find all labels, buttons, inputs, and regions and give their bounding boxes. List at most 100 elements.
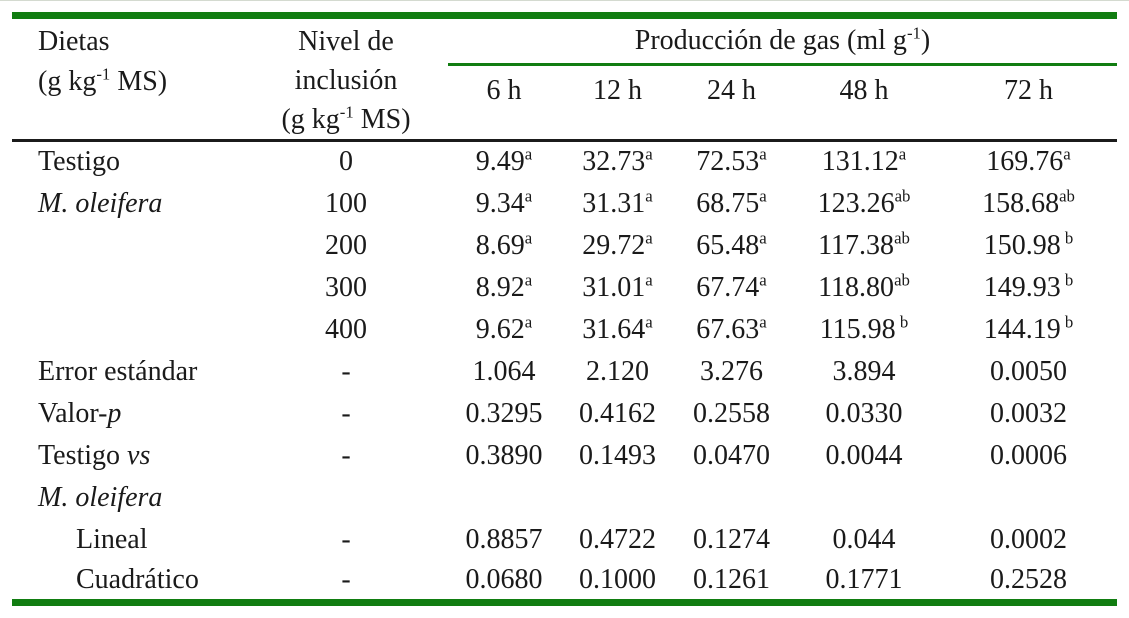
value-cell-48h: 115.98 b — [819, 312, 909, 345]
header-row-top: Dietas (g kg-1 MS) Nivel de inclusión (g… — [12, 15, 1118, 142]
value-cell-72h: 0.0050 — [990, 355, 1067, 387]
value-cell-12h: 2.120 — [586, 355, 649, 387]
header-row-hours: 6 h 12 h 24 h 48 h 72 h — [12, 64, 1118, 143]
value-cell-12h: 31.31a — [582, 186, 653, 219]
inclusion-level-cell: - — [341, 563, 351, 595]
value-cell-24h: 3.276 — [700, 355, 763, 387]
value-cell-72h — [940, 477, 1117, 519]
value-cell-72h: 0.0002 — [990, 523, 1067, 555]
value-cell-48h: 3.894 — [832, 355, 896, 387]
nivel-units: (g kg-1 MS) — [281, 102, 411, 135]
value-cell-12h: 29.72a — [582, 228, 653, 261]
value-cell-6h: 9.49a — [475, 144, 533, 178]
row-label-cell: M. oleifera — [38, 481, 163, 513]
col-header-48h: 48 h — [788, 64, 940, 143]
value-cell-24h: 65.48a — [696, 228, 767, 261]
table-row: M. oleifera — [12, 477, 1117, 519]
col-header-nivel-inclusion: Nivel de inclusión (g kg-1 MS) — [244, 15, 448, 142]
col-header-gas-production: Producción de gas (ml g-1) — [448, 15, 1118, 66]
value-cell-72h: 0.0032 — [990, 397, 1067, 429]
nivel-title-line1: Nivel de — [298, 26, 394, 57]
value-cell-72h: 144.19 b — [983, 312, 1074, 345]
value-cell-24h: 68.75a — [696, 186, 767, 219]
value-cell-48h: 118.80ab — [818, 270, 910, 303]
table-row: Testigo 0 9.49a 32.73a 72.53a 131.12a 169.76a — [12, 141, 1117, 183]
table-row: Cuadrático - 0.0680 0.1000 0.1261 0.1771 0.252… — [12, 561, 1117, 603]
value-cell-24h — [675, 477, 788, 519]
value-cell-6h: 1.064 — [472, 355, 536, 387]
value-cell-6h: 0.0680 — [465, 563, 543, 595]
value-cell-24h: 0.1274 — [693, 523, 770, 555]
table-row: Testigo vs - 0.3890 0.1493 0.0470 0.0044 0.000… — [12, 435, 1117, 477]
inclusion-level-cell: 0 — [339, 146, 353, 178]
value-cell-6h: 0.8857 — [465, 523, 543, 555]
value-cell-24h: 0.2558 — [693, 397, 770, 429]
table-header: Dietas (g kg-1 MS) Nivel de inclusión (g… — [12, 15, 1118, 143]
row-label-cell: Lineal — [76, 523, 148, 555]
row-label-cell: Valor-p — [38, 397, 122, 429]
table-body: Testigo 0 9.49a 32.73a 72.53a 131.12a 169.76a M… — [12, 141, 1117, 603]
row-label-cell: Testigo vs — [38, 439, 151, 471]
value-cell-72h: 0.2528 — [990, 563, 1067, 595]
table-row: 300 8.92a 31.01a 67.74a 118.80ab 149.93 b — [12, 267, 1117, 309]
inclusion-level-cell: - — [341, 397, 351, 429]
value-cell-12h: 0.1493 — [579, 439, 656, 471]
value-cell-12h: 32.73a — [582, 144, 653, 178]
table-row: 200 8.69a 29.72a 65.48a 117.38ab 150.98 b — [12, 225, 1117, 267]
inclusion-level-cell: 100 — [325, 187, 367, 219]
row-label-cell — [12, 267, 244, 309]
value-cell-6h — [448, 477, 560, 519]
value-cell-72h: 149.93 b — [983, 270, 1074, 303]
table-row: M. oleifera 100 9.34a 31.31a 68.75a 123.26ab 1… — [12, 183, 1117, 225]
col-header-6h: 6 h — [448, 64, 560, 143]
value-cell-6h: 9.62a — [475, 312, 533, 345]
value-cell-48h: 0.044 — [832, 523, 896, 555]
dietas-units: (g kg-1 MS) — [38, 64, 168, 97]
value-cell-6h: 0.3890 — [465, 439, 543, 471]
value-cell-72h: 158.68ab — [982, 186, 1075, 219]
value-cell-24h: 0.0470 — [693, 439, 770, 471]
value-cell-12h — [560, 477, 675, 519]
value-cell-48h: 131.12a — [821, 144, 907, 178]
value-cell-24h: 72.53a — [696, 144, 767, 178]
inclusion-level-cell: - — [341, 355, 351, 387]
row-label-cell — [12, 225, 244, 267]
inclusion-level-cell: 400 — [325, 313, 367, 345]
value-cell-48h: 0.1771 — [825, 563, 903, 595]
table-row: Lineal - 0.8857 0.4722 0.1274 0.044 0.0002 — [12, 519, 1117, 561]
inclusion-level-cell: - — [341, 439, 351, 471]
value-cell-48h: 123.26ab — [817, 186, 911, 219]
value-cell-48h — [788, 477, 940, 519]
table-row: Valor-p - 0.3295 0.4162 0.2558 0.0330 0.0032 — [12, 393, 1117, 435]
col-header-24h: 24 h — [675, 64, 788, 143]
gas-production-table: Dietas (g kg-1 MS) Nivel de inclusión (g… — [12, 12, 1118, 606]
value-cell-72h: 0.0006 — [990, 439, 1067, 471]
value-cell-48h: 117.38ab — [818, 228, 910, 261]
nivel-title-line2: inclusión — [294, 65, 398, 96]
table-row: 400 9.62a 31.64a 67.63a 115.98 b 144.19 b — [12, 309, 1117, 351]
value-cell-24h: 67.63a — [696, 312, 767, 345]
col-header-12h: 12 h — [560, 64, 675, 143]
row-label-cell: Cuadrático — [76, 563, 199, 595]
inclusion-level-cell — [244, 477, 448, 519]
inclusion-level-cell: 200 — [325, 229, 367, 261]
value-cell-24h: 0.1261 — [693, 563, 770, 595]
value-cell-6h: 8.92a — [475, 270, 533, 303]
value-cell-48h: 0.0044 — [825, 439, 903, 471]
value-cell-12h: 0.4162 — [579, 397, 656, 429]
value-cell-12h: 31.64a — [582, 312, 653, 345]
inclusion-level-cell: - — [341, 523, 351, 555]
row-label-cell: Error estándar — [38, 355, 198, 387]
value-cell-6h: 9.34a — [475, 186, 533, 219]
col-header-dietas: Dietas (g kg-1 MS) — [12, 15, 244, 142]
table-row: Error estándar - 1.064 2.120 3.276 3.894 0.005… — [12, 351, 1117, 393]
value-cell-24h: 67.74a — [696, 270, 767, 303]
inclusion-level-cell: 300 — [325, 271, 367, 303]
value-cell-12h: 0.4722 — [579, 523, 656, 555]
row-label-cell — [12, 309, 244, 351]
value-cell-72h: 169.76a — [986, 144, 1071, 178]
value-cell-6h: 0.3295 — [465, 397, 543, 429]
row-label-cell: Testigo — [38, 146, 121, 178]
col-header-72h: 72 h — [940, 64, 1118, 143]
value-cell-72h: 150.98 b — [983, 228, 1074, 261]
